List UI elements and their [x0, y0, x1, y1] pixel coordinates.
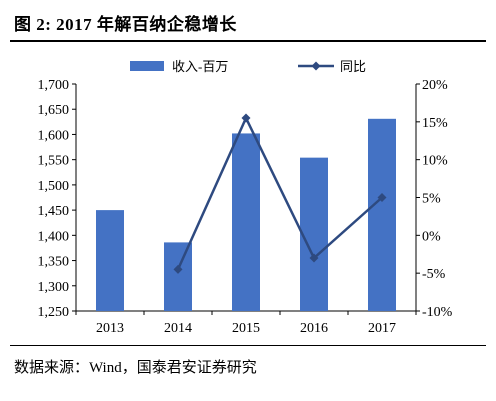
- bar: [300, 157, 328, 311]
- left-tick-label: 1,500: [38, 179, 70, 194]
- left-tick-label: 1,450: [38, 204, 70, 219]
- line-series: [176, 115, 383, 270]
- left-tick-label: 1,250: [38, 305, 70, 320]
- left-tick-label: 1,550: [38, 154, 70, 169]
- right-tick-label: -5%: [422, 267, 446, 282]
- left-tick-label: 1,350: [38, 255, 70, 270]
- line-marker: [241, 113, 251, 123]
- bar: [368, 118, 396, 311]
- line-marker: [377, 193, 387, 202]
- right-tick-label: 0%: [422, 229, 441, 244]
- legend-bar-label: 收入-百万: [172, 59, 228, 74]
- line-marker: [309, 253, 319, 263]
- line-marker: [173, 264, 183, 274]
- bar: [96, 210, 124, 311]
- right-tick-label: 5%: [422, 192, 441, 207]
- title-rule: [10, 40, 486, 42]
- left-tick-label: 1,300: [38, 280, 70, 295]
- source-note: 数据来源：Wind，国泰君安证券研究: [14, 360, 257, 376]
- x-tick-label: 2017: [368, 321, 396, 336]
- left-tick-label: 1,650: [38, 103, 70, 118]
- left-tick-label: 1,700: [38, 78, 70, 93]
- legend-bar-swatch: [130, 61, 164, 71]
- left-tick-label: 1,400: [38, 229, 70, 244]
- x-tick-label: 2015: [232, 321, 260, 336]
- left-tick-label: 1,600: [38, 128, 70, 143]
- legend-line-marker: [311, 61, 321, 71]
- bar: [164, 242, 192, 311]
- right-tick-label: 15%: [422, 116, 448, 131]
- x-tick-label: 2014: [164, 321, 192, 336]
- x-tick-label: 2016: [300, 321, 328, 336]
- right-tick-label: -10%: [422, 305, 453, 320]
- legend-line-label: 同比: [340, 59, 366, 74]
- source-rule: [10, 345, 486, 346]
- right-tick-label: 10%: [422, 154, 448, 169]
- x-tick-label: 2013: [96, 321, 124, 336]
- bar: [232, 133, 260, 311]
- figure-title: 图 2: 2017 年解百纳企稳增长: [14, 15, 237, 34]
- right-tick-label: 20%: [422, 78, 448, 93]
